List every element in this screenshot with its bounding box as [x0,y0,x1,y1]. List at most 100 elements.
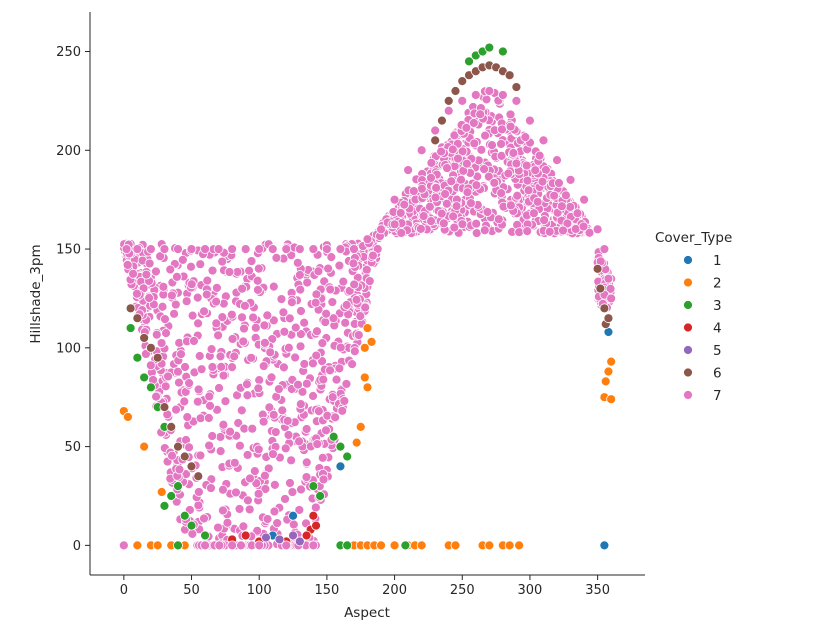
data-point-7 [603,273,614,284]
data-point-7-fill [327,297,338,307]
data-point-7-fill [558,225,568,236]
data-point-2 [606,394,617,405]
data-point-6 [437,115,447,126]
data-point-7-fill [292,257,303,268]
data-point-7 [227,244,238,254]
legend-label: 5 [713,343,722,359]
data-point-7-fill [308,391,318,401]
data-point-7-fill [122,260,133,270]
data-point-7-fill [325,284,336,295]
data-point-7-fill [211,282,222,293]
data-point-7-fill [294,505,305,515]
data-point-7-fill [192,292,203,303]
data-point-7-fill [295,341,306,352]
data-point-6 [132,313,143,324]
data-point-7-fill [151,266,161,277]
data-point-7-fill [521,160,532,171]
data-point-7 [470,90,481,100]
data-point-7-fill [204,440,215,451]
data-point-7-fill [202,275,213,286]
data-point-7 [213,244,224,254]
data-point-7-fill [259,320,270,331]
data-point-7-fill [483,171,494,182]
data-point-7-fill [451,201,462,211]
data-point-2 [362,382,373,393]
data-point-7 [254,244,265,254]
data-point-7-fill [522,175,533,186]
data-point-7-fill [269,506,280,517]
data-point-7-fill [320,317,331,327]
data-point-7-fill [301,378,312,389]
data-point-7-fill [145,360,156,371]
data-point-7-fill [339,396,350,406]
x-tick-6: 300 [518,575,542,598]
legend: Cover_Type 1 2 3 4 5 6 7 [655,230,732,404]
data-point-7-fill [270,427,281,437]
data-point-7-fill [301,457,312,468]
data-point-2 [359,342,370,353]
data-point-6 [152,352,163,363]
x-tick-label: 50 [183,583,200,598]
data-point-7-fill [286,297,297,308]
data-point-7-fill [353,330,364,340]
data-point-7-fill [227,362,237,373]
data-point-7 [240,244,251,254]
data-point-6 [179,451,190,462]
data-point-7-fill [424,201,435,212]
data-point-7-fill [268,281,279,292]
data-point-7-fill [295,399,306,410]
legend-entry-2: 2 [683,276,722,292]
legend-title: Cover_Type [655,230,732,246]
data-point-7-fill [253,383,264,394]
data-point-7-fill [537,176,548,187]
data-point-7-fill [193,487,204,497]
data-point-7-fill [426,172,436,183]
data-point-7-fill [181,296,192,307]
data-point-1 [335,461,346,472]
data-point-7-fill [505,200,516,211]
data-point-7-fill [231,487,241,498]
data-point-7-fill [258,361,269,371]
data-point-7-fill [449,130,460,141]
data-point-7-fill [503,168,514,179]
data-point-7-fill [584,227,595,238]
data-point-7-fill [294,270,305,280]
data-point-7-fill [258,416,269,427]
data-point-7-fill [349,346,360,357]
data-point-7-fill [549,190,560,201]
data-point-7 [362,234,373,245]
data-point-3 [315,491,326,501]
data-point-7-fill [280,443,291,454]
data-point-7-fill [396,228,407,238]
data-point-7-fill [195,259,206,270]
data-point-7-fill [440,189,451,199]
data-point-7-fill [218,505,228,516]
x-ticks: 0 50 100 150 200 250 300 350 [120,575,610,598]
data-point-7-fill [561,190,571,201]
data-point-7-fill [313,266,324,277]
data-point-7-fill [505,121,516,132]
data-point-7-fill [214,540,225,551]
data-point-7-fill [268,315,279,326]
data-point-7-fill [238,336,249,347]
data-point-7-fill [151,391,161,402]
data-point-7-fill [189,336,199,346]
data-point-7-fill [236,540,246,551]
data-point-7-fill [217,256,228,267]
data-point-7-fill [172,271,182,282]
data-point-7-fill [431,182,442,193]
data-point-7 [294,244,305,254]
data-point-2 [359,372,370,383]
data-point-7-fill [253,444,264,455]
data-point-7-fill [160,314,170,325]
data-point-7-fill [426,157,437,168]
data-point-7-fill [262,310,273,321]
data-point-2 [123,412,133,422]
data-point-7 [254,540,265,551]
data-point-7-fill [514,227,525,238]
data-point-7-fill [239,323,249,334]
data-point-7-fill [556,201,567,212]
data-point-7-fill [279,326,290,337]
data-point-7-fill [242,450,253,460]
data-point-7-fill [276,294,287,304]
